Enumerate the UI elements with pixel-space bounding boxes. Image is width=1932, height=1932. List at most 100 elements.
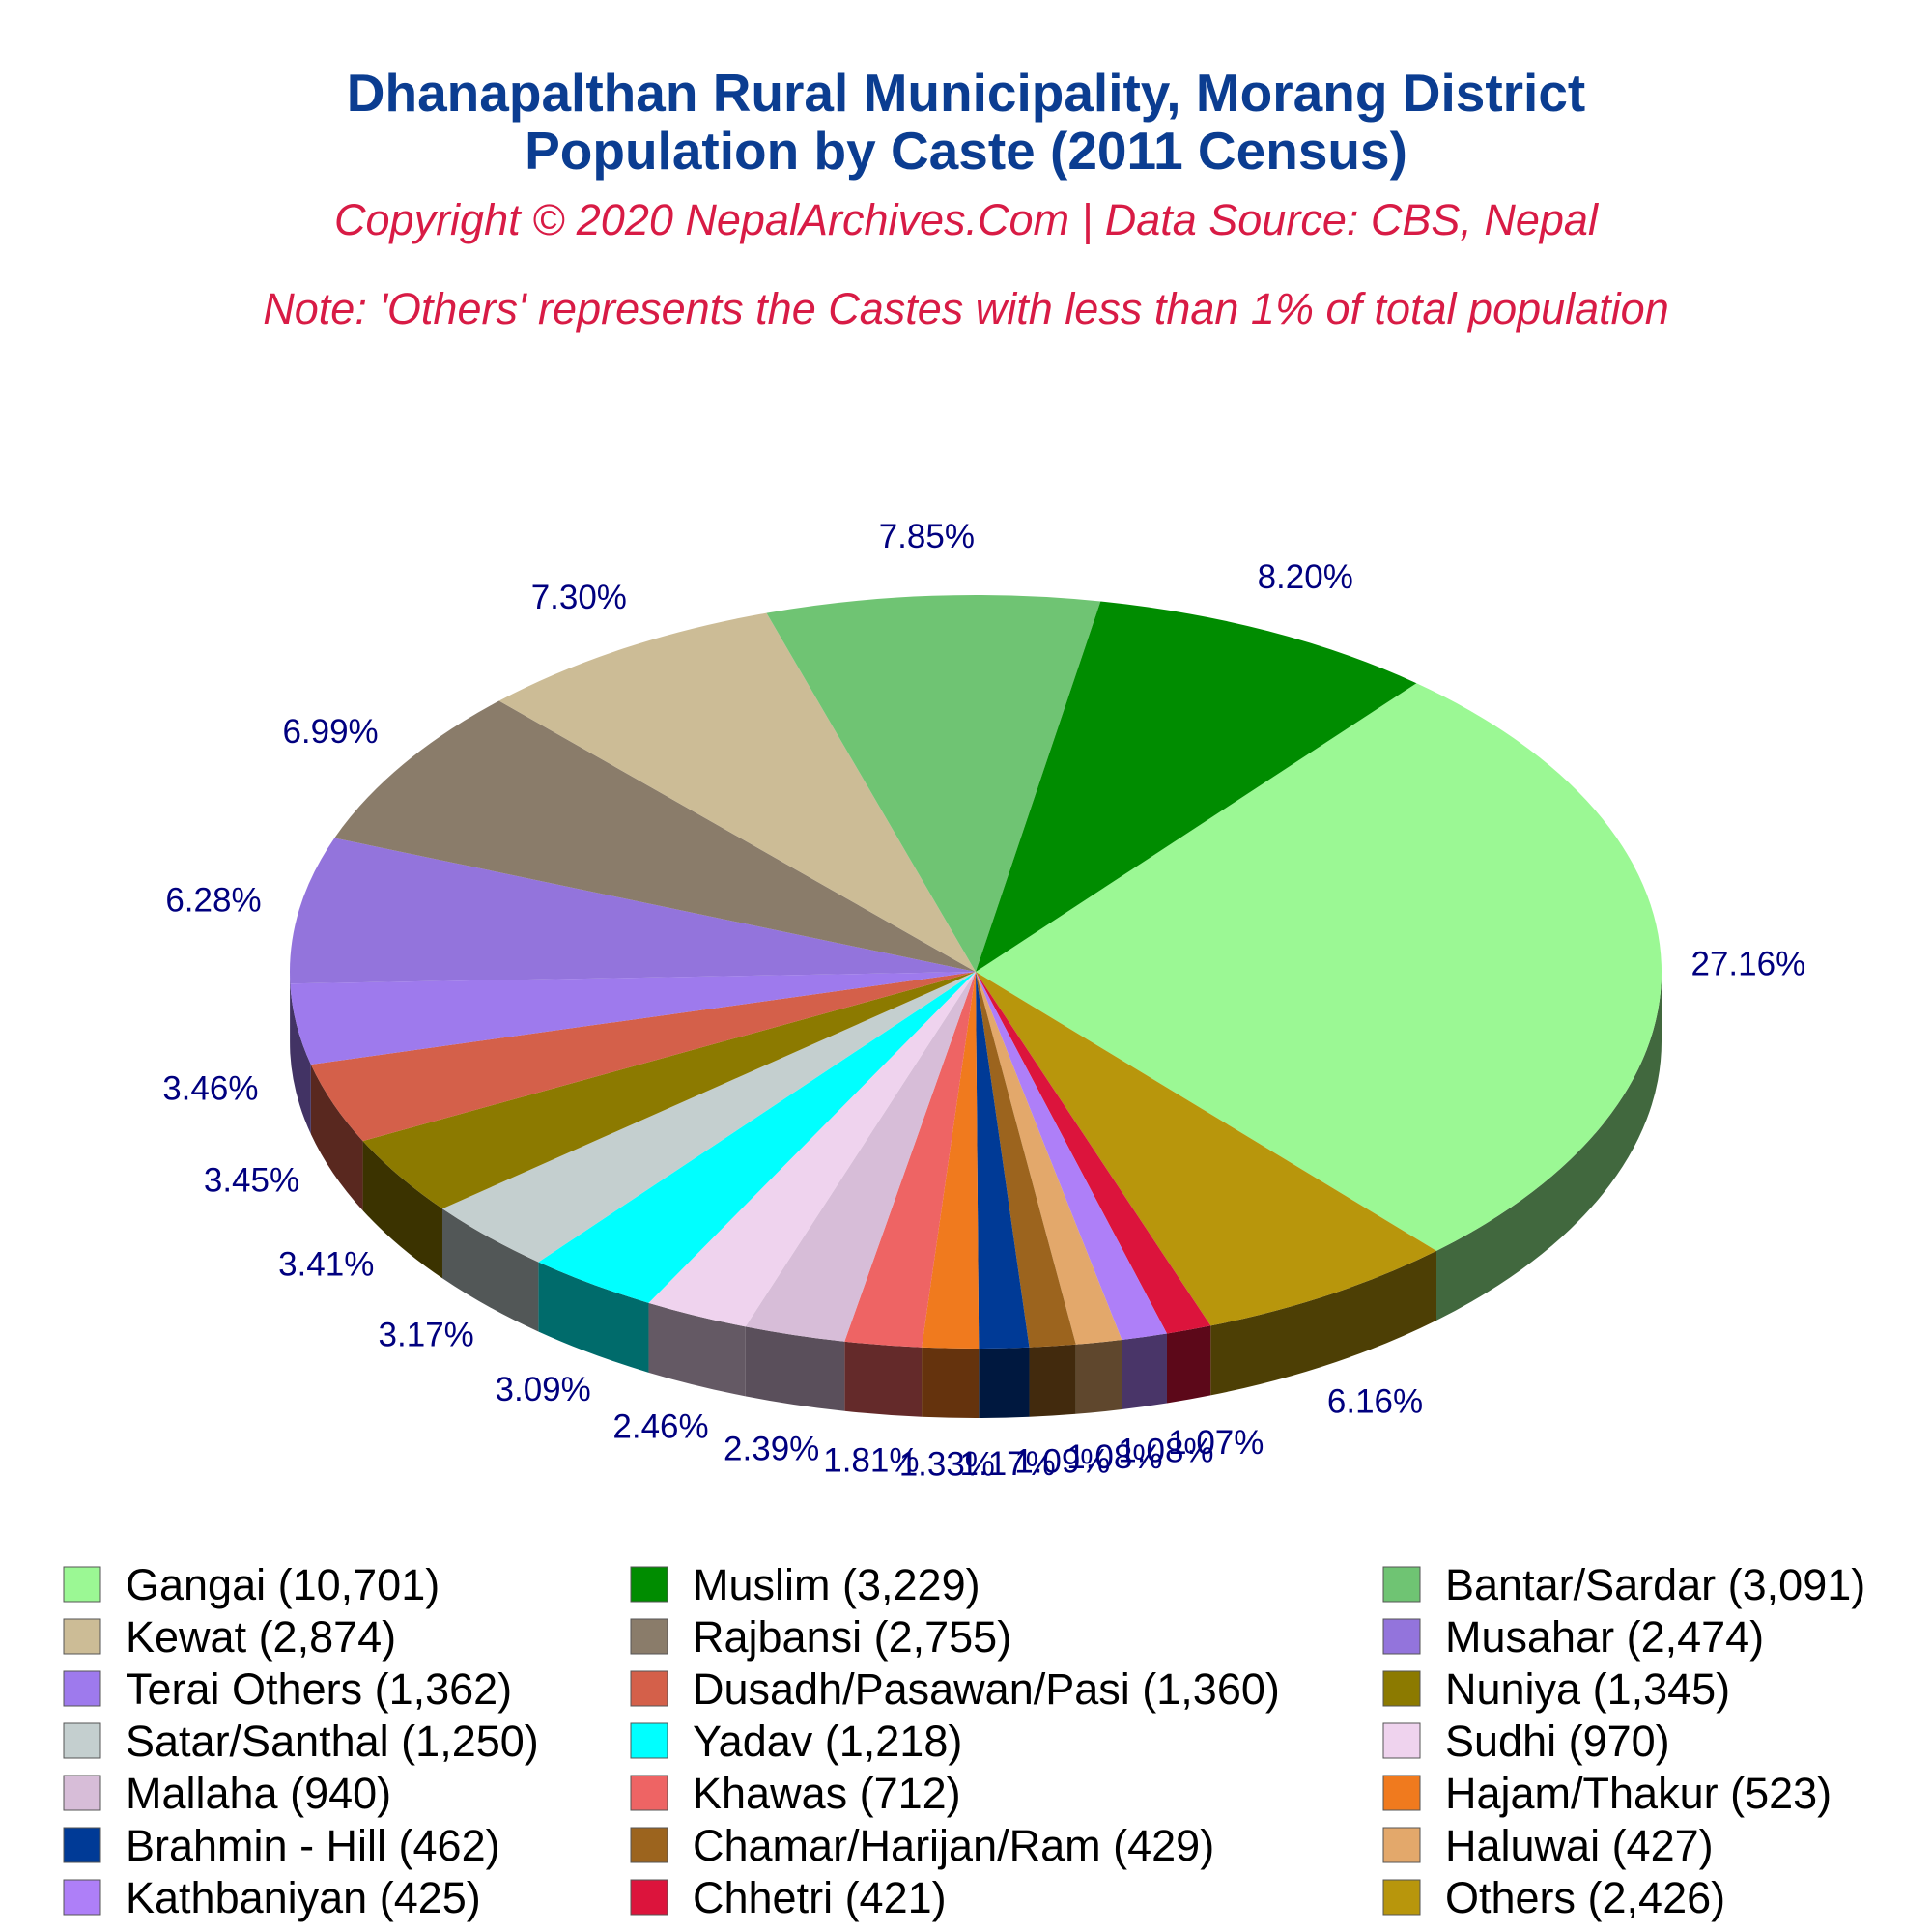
chart-subtitle: Population by Caste (2011 Census) (525, 121, 1407, 181)
pie-side-hajam-thakur (922, 1347, 980, 1418)
note-text: Note: 'Others' represents the Castes wit… (263, 284, 1668, 333)
pct-label-gangai: 27.16% (1690, 945, 1805, 982)
pie-side-haluwai (1075, 1340, 1122, 1414)
pie-slice-kathbaniyan (976, 972, 1167, 1341)
pct-label-others: 6.16% (1327, 1383, 1423, 1421)
legend-swatch-terai-others (63, 1670, 101, 1707)
legend-label-satar-santhal: Satar/Santhal (1,250) (126, 1717, 539, 1766)
legend-label-dusadh-pasawan-pasi: Dusadh/Pasawan/Pasi (1,360) (693, 1664, 1280, 1714)
pct-label-yadav: 3.09% (496, 1371, 591, 1408)
legend-swatch-sudhi (1382, 1722, 1421, 1759)
pct-label-rajbansi: 6.99% (282, 713, 378, 751)
pct-label-chamar-harijan-ram: 1.09% (1014, 1443, 1110, 1481)
legend-swatch-gangai (63, 1566, 101, 1603)
pie-side-chamar-harijan-ram (1029, 1344, 1076, 1417)
legend-swatch-others (1382, 1879, 1421, 1916)
pct-label-khawas: 1.81% (823, 1441, 919, 1479)
pct-label-mallaha: 2.39% (724, 1431, 819, 1468)
pie-slice-kewat (498, 612, 976, 972)
pie-slice-others (976, 972, 1437, 1326)
pct-label-bantar-sardar: 7.85% (879, 518, 975, 555)
legend-swatch-dusadh-pasawan-pasi (630, 1670, 668, 1707)
pie-slice-brahmin-hill (976, 972, 1030, 1349)
chart-title: Dhanapalthan Rural Municipality, Morang … (347, 63, 1585, 123)
legend-label-others: Others (2,426) (1445, 1873, 1725, 1922)
pie-slice-satar-santhal (441, 972, 976, 1263)
pie-side-kathbaniyan (1122, 1333, 1167, 1410)
pie-slice-dusadh-pasawan-pasi (310, 972, 976, 1142)
pie-slice-haluwai (976, 972, 1122, 1345)
legend-label-yadav: Yadav (1,218) (693, 1717, 962, 1766)
legend-swatch-bantar-sardar (1382, 1566, 1421, 1603)
pie-side-terai-others (290, 983, 311, 1135)
legend-label-muslim: Muslim (3,229) (693, 1560, 980, 1609)
pie-side-satar-santhal (441, 1208, 539, 1332)
legend-swatch-hajam-thakur (1382, 1775, 1421, 1811)
pie-side-brahmin-hill (979, 1347, 1030, 1418)
pie-slice-hajam-thakur (922, 972, 980, 1350)
legend-label-gangai: Gangai (10,701) (126, 1560, 440, 1609)
pct-label-haluwai: 1.08% (1066, 1438, 1162, 1476)
pie-side-others (1210, 1250, 1437, 1396)
pct-label-kewat: 7.30% (531, 579, 627, 616)
legend-swatch-kewat (63, 1618, 101, 1655)
legend-label-terai-others: Terai Others (1,362) (126, 1664, 512, 1714)
legend-label-chhetri: Chhetri (421) (693, 1873, 947, 1922)
legend-label-nuniya: Nuniya (1,345) (1445, 1664, 1730, 1714)
pct-label-kathbaniyan: 1.08% (1118, 1433, 1213, 1470)
pct-label-satar-santhal: 3.17% (379, 1316, 474, 1353)
pie-slice-sudhi (648, 972, 976, 1327)
pie-slice-chhetri (976, 972, 1211, 1334)
legend-swatch-satar-santhal (63, 1722, 101, 1759)
legend-swatch-mallaha (63, 1775, 101, 1811)
legend-label-bantar-sardar: Bantar/Sardar (3,091) (1445, 1560, 1865, 1609)
legend-swatch-musahar (1382, 1618, 1421, 1655)
legend-swatch-chhetri (630, 1879, 668, 1916)
legend-swatch-khawas (630, 1775, 668, 1811)
pie-slice-terai-others (290, 972, 977, 1065)
legend-label-kathbaniyan: Kathbaniyan (425) (126, 1873, 481, 1922)
pie-slice-chamar-harijan-ram (976, 972, 1076, 1348)
legend-swatch-haluwai (1382, 1827, 1421, 1863)
legend-swatch-chamar-harijan-ram (630, 1827, 668, 1863)
legend: Gangai (10,701) Muslim (3,229) Bantar/Sard… (63, 1560, 1865, 1922)
pie-slice-mallaha (745, 972, 976, 1342)
pie-side-gangai (1436, 972, 1662, 1321)
legend-swatch-brahmin-hill (63, 1827, 101, 1863)
legend-label-musahar: Musahar (2,474) (1445, 1612, 1764, 1662)
legend-swatch-yadav (630, 1722, 668, 1759)
legend-swatch-nuniya (1382, 1670, 1421, 1707)
legend-swatch-kathbaniyan (63, 1879, 101, 1916)
pie-slice-musahar (290, 838, 977, 984)
pie-slice-rajbansi (334, 700, 976, 972)
pct-label-chhetri: 1.07% (1168, 1424, 1264, 1462)
pie-top (290, 595, 1662, 1350)
legend-label-sudhi: Sudhi (970) (1445, 1717, 1670, 1766)
legend-label-khawas: Khawas (712) (693, 1769, 961, 1818)
pct-label-terai-others: 3.46% (162, 1070, 258, 1108)
pie-slice-muslim (976, 601, 1417, 972)
pie-side-sudhi (648, 1302, 746, 1397)
pct-label-nuniya: 3.41% (278, 1246, 374, 1284)
pct-label-hajam-thakur: 1.33% (899, 1445, 995, 1483)
pie-slice-gangai (976, 683, 1662, 1251)
pie-side-khawas (844, 1341, 923, 1417)
legend-label-mallaha: Mallaha (940) (126, 1769, 391, 1818)
legend-label-hajam-thakur: Hajam/Thakur (523) (1445, 1769, 1832, 1818)
pie-side-dusadh-pasawan-pasi (310, 1065, 363, 1211)
pct-label-sudhi: 2.46% (612, 1407, 708, 1445)
pie-slice-bantar-sardar (766, 595, 1101, 972)
pie-slice-khawas (844, 972, 976, 1348)
pie-slice-yadav (538, 972, 976, 1303)
legend-label-brahmin-hill: Brahmin - Hill (462) (126, 1821, 500, 1870)
pct-label-muslim: 8.20% (1258, 558, 1353, 596)
pct-label-brahmin-hill: 1.17% (960, 1445, 1056, 1483)
pct-label-musahar: 6.28% (165, 881, 261, 919)
pie-side-yadav (538, 1262, 649, 1373)
legend-swatch-rajbansi (630, 1618, 668, 1655)
pie-labels: 27.16% 6.16% 1.07%1.08%1.08%1.09%1.17%1.33… (162, 518, 1805, 1483)
legend-label-rajbansi: Rajbansi (2,755) (693, 1612, 1011, 1662)
legend-swatch-muslim (630, 1566, 668, 1603)
